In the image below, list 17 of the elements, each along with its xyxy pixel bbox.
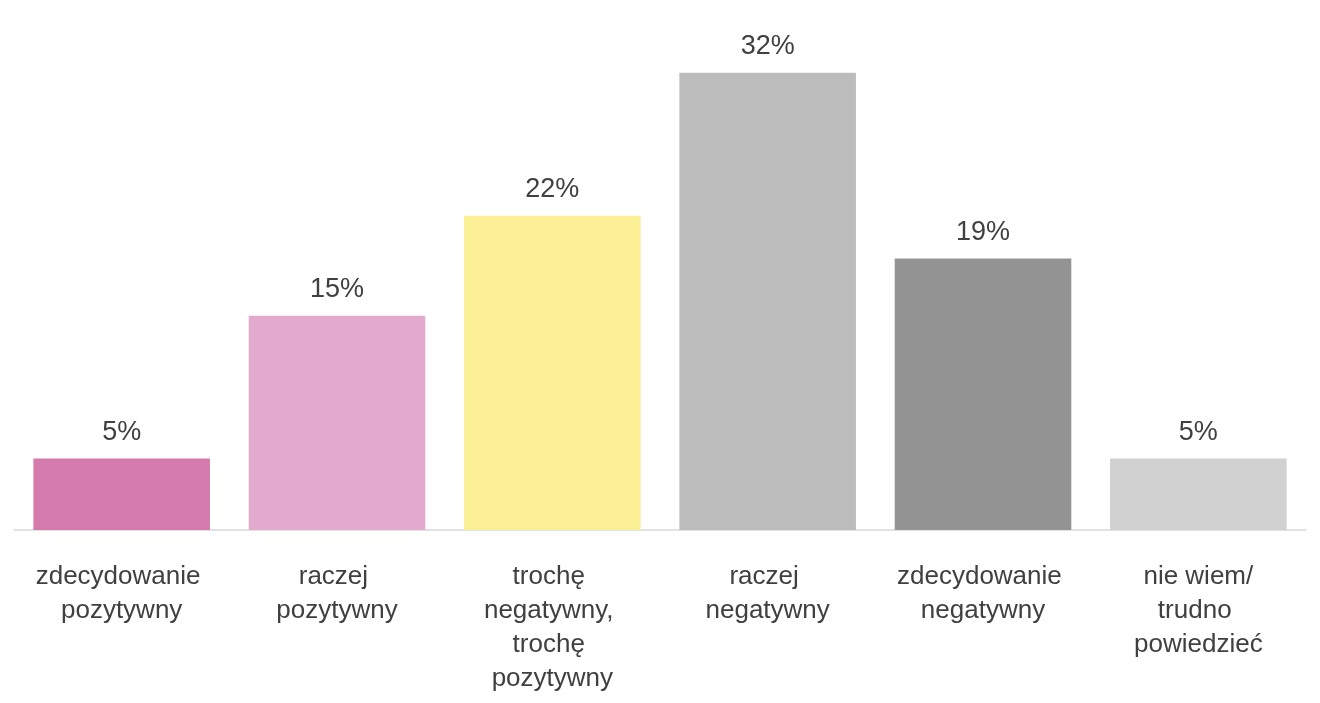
bar: [248, 315, 426, 530]
x-tick-label: trochę negatywny, trochę pozytywny: [483, 560, 621, 692]
x-tick-label: raczej negatywny: [705, 560, 830, 624]
data-label: 22%: [525, 173, 580, 204]
data-label: 5%: [102, 416, 142, 447]
bar: [894, 258, 1072, 530]
x-tick-label: nie wiem/trudno powiedzieć: [1134, 560, 1263, 658]
bar: [679, 72, 856, 530]
bar: [464, 215, 641, 530]
x-tick-label: raczej pozytywny: [276, 560, 398, 624]
bar: [33, 458, 210, 530]
x-tick-label: zdecydowanie negatywny: [897, 560, 1069, 624]
data-label: 19%: [955, 216, 1011, 247]
data-label: 5%: [1178, 416, 1218, 447]
data-label: 32%: [740, 30, 795, 61]
data-label: 15%: [309, 273, 365, 304]
x-tick-label: zdecydowanie pozytywny: [35, 560, 208, 624]
